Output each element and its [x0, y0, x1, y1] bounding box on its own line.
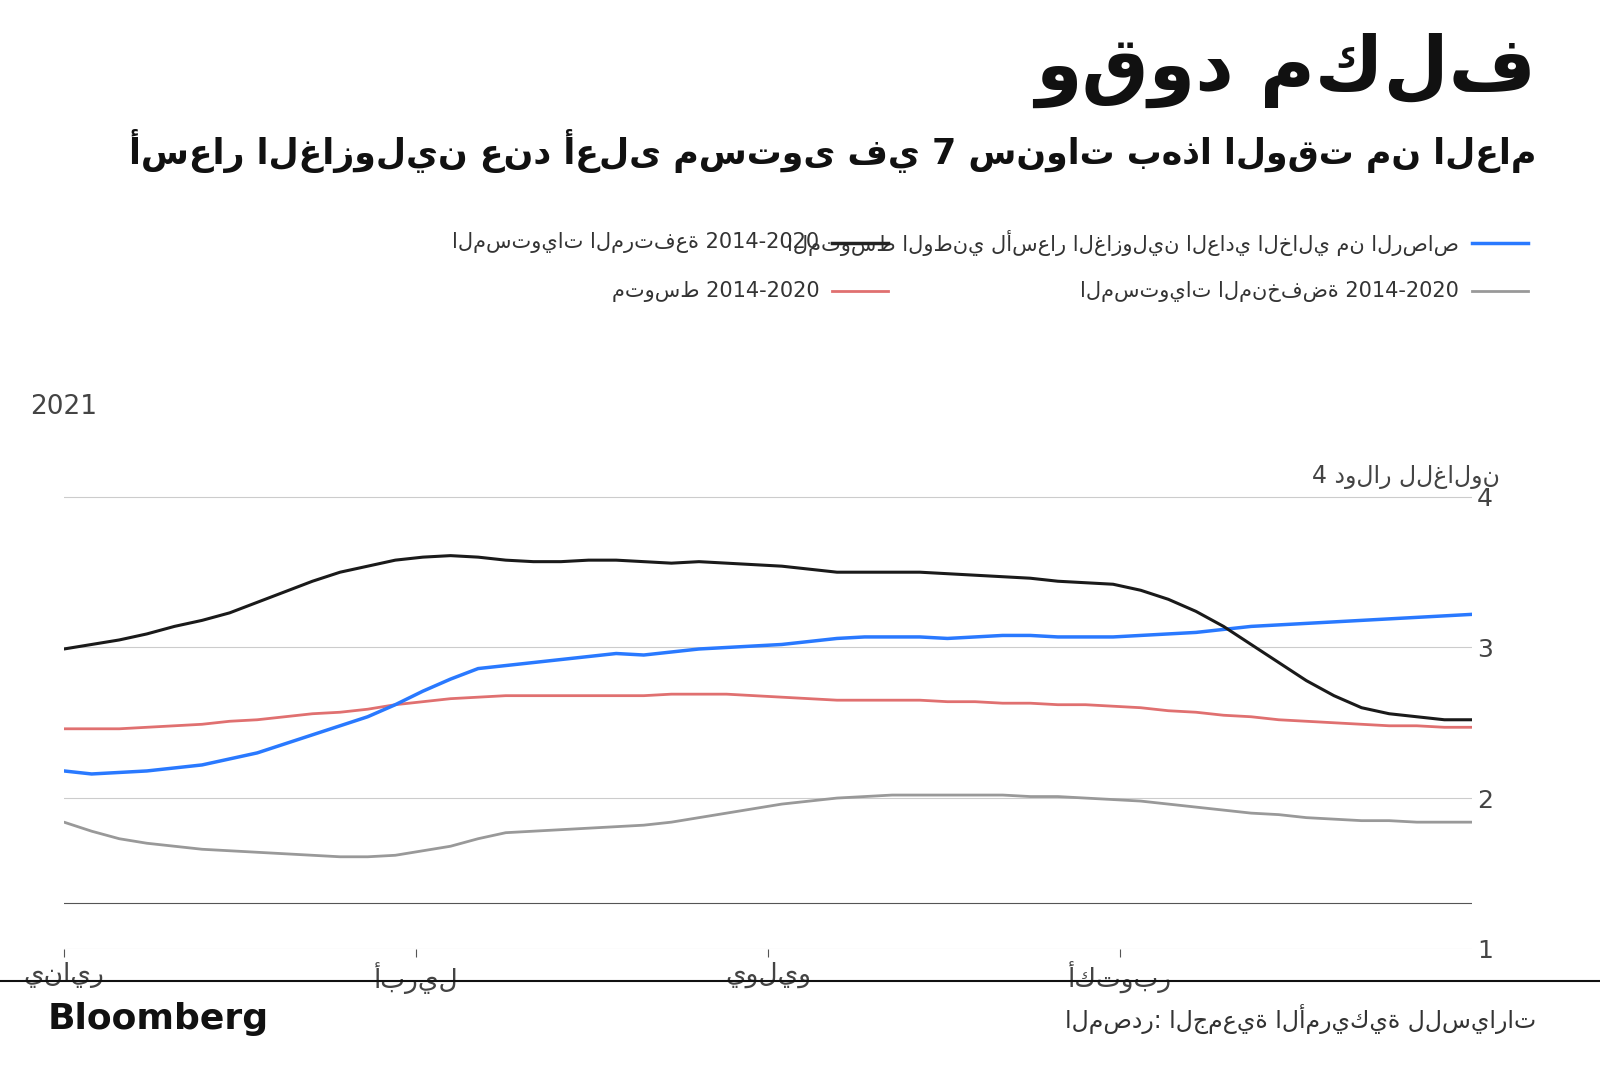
Text: 4 دولار للغالون: 4 دولار للغالون — [1312, 466, 1501, 489]
Text: 2021: 2021 — [30, 393, 98, 419]
Text: المتوسط الوطني لأسعار الغازولين العادي الخالي من الرصاص: المتوسط الوطني لأسعار الغازولين العادي ا… — [787, 230, 1459, 255]
Text: متوسط 2014-2020: متوسط 2014-2020 — [611, 280, 819, 302]
Text: المستويات المرتفعة 2014-2020: المستويات المرتفعة 2014-2020 — [453, 232, 819, 253]
Text: المصدر: الجمعية الأمريكية للسيارات: المصدر: الجمعية الأمريكية للسيارات — [1066, 1004, 1536, 1034]
Text: أسعار الغازولين عند أعلى مستوى في 7 سنوات بهذا الوقت من العام: أسعار الغازولين عند أعلى مستوى في 7 سنوا… — [128, 129, 1536, 174]
Text: Bloomberg: Bloomberg — [48, 1001, 269, 1036]
Text: المستويات المنخفضة 2014-2020: المستويات المنخفضة 2014-2020 — [1080, 280, 1459, 302]
Text: وقود مكلف: وقود مكلف — [1035, 32, 1536, 108]
